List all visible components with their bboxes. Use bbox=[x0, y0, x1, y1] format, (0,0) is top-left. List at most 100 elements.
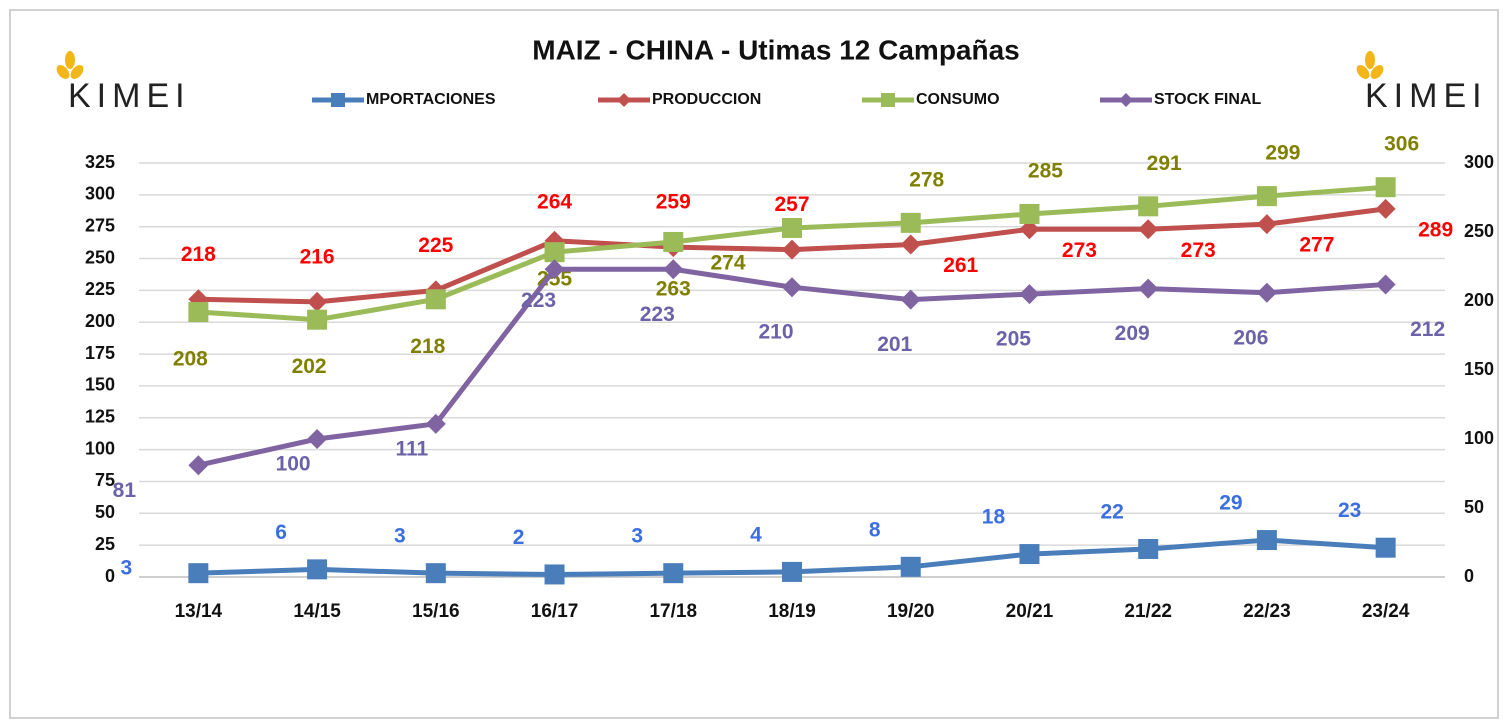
data-point bbox=[782, 561, 802, 582]
y-tick-label: 250 bbox=[85, 247, 115, 267]
data-point bbox=[307, 559, 328, 580]
data-label: 111 bbox=[395, 437, 428, 460]
data-point bbox=[900, 289, 921, 310]
data-point bbox=[1019, 219, 1040, 240]
x-tick-label: 22/23 bbox=[1243, 601, 1291, 622]
legend-label: CONSUMO bbox=[916, 91, 1000, 108]
data-point bbox=[307, 309, 328, 330]
data-point bbox=[425, 289, 446, 310]
logo-text: KIMEI bbox=[68, 77, 191, 115]
data-point bbox=[1138, 196, 1159, 217]
data-label: 209 bbox=[1115, 322, 1150, 345]
data-label: 273 bbox=[1062, 239, 1097, 262]
y2-tick-label: 250 bbox=[1464, 221, 1494, 241]
y-tick-label: 25 bbox=[95, 534, 115, 554]
y-tick-label: 200 bbox=[85, 311, 115, 331]
data-point bbox=[544, 242, 565, 263]
data-label: 3 bbox=[121, 557, 133, 580]
data-point bbox=[1375, 177, 1396, 198]
legend-label: MPORTACIONES bbox=[366, 91, 496, 108]
data-point bbox=[1138, 219, 1159, 240]
chart-border bbox=[9, 9, 1499, 719]
legend-marker bbox=[881, 93, 895, 107]
data-label: 306 bbox=[1384, 133, 1419, 156]
data-label: 261 bbox=[943, 254, 978, 277]
data-label: 6 bbox=[275, 521, 287, 544]
data-point bbox=[1019, 544, 1040, 565]
logo-icon bbox=[1356, 51, 1384, 79]
data-label: 257 bbox=[774, 193, 809, 216]
data-label: 264 bbox=[537, 190, 572, 213]
data-label: 212 bbox=[1410, 318, 1445, 341]
y2-tick-label: 300 bbox=[1464, 152, 1494, 172]
data-point bbox=[1256, 530, 1277, 551]
y2-tick-label: 200 bbox=[1464, 290, 1494, 310]
data-label: 218 bbox=[181, 243, 216, 266]
y2-tick-label: 0 bbox=[1464, 566, 1474, 586]
data-point bbox=[1138, 538, 1159, 559]
y-tick-label: 300 bbox=[85, 184, 115, 204]
x-tick-label: 18/19 bbox=[768, 601, 816, 622]
data-label: 218 bbox=[410, 335, 445, 358]
data-label: 277 bbox=[1299, 234, 1334, 257]
data-label: 225 bbox=[418, 234, 453, 257]
data-point bbox=[1138, 278, 1159, 299]
data-label: 223 bbox=[640, 303, 675, 326]
data-label: 299 bbox=[1265, 142, 1300, 165]
data-label: 285 bbox=[1028, 160, 1063, 183]
y-tick-label: 50 bbox=[95, 502, 115, 522]
data-label: 274 bbox=[710, 252, 745, 275]
data-label: 23 bbox=[1338, 499, 1361, 522]
data-label: 273 bbox=[1181, 239, 1216, 262]
y2-tick-label: 100 bbox=[1464, 428, 1494, 448]
data-point bbox=[425, 413, 446, 434]
data-point bbox=[544, 564, 565, 585]
data-point bbox=[1375, 198, 1396, 219]
data-point bbox=[900, 234, 921, 255]
data-label: 208 bbox=[173, 348, 208, 371]
data-label: 81 bbox=[113, 479, 137, 502]
y2-tick-label: 150 bbox=[1464, 359, 1494, 379]
legend-marker bbox=[617, 93, 631, 107]
data-point bbox=[1019, 203, 1040, 224]
y-tick-label: 175 bbox=[85, 343, 115, 363]
data-label: 223 bbox=[521, 289, 556, 312]
data-point bbox=[1256, 214, 1277, 235]
data-point bbox=[782, 217, 802, 238]
data-point bbox=[188, 563, 209, 584]
data-point bbox=[663, 563, 684, 584]
data-label: 291 bbox=[1147, 152, 1182, 175]
logo-text: KIMEI bbox=[1365, 77, 1488, 115]
data-point bbox=[900, 212, 921, 233]
data-label: 210 bbox=[758, 321, 793, 344]
chart-title: MAIZ - CHINA - Utimas 12 Campañas bbox=[532, 34, 1020, 65]
data-point bbox=[782, 239, 802, 260]
x-tick-label: 16/17 bbox=[531, 601, 579, 622]
data-point bbox=[663, 259, 684, 280]
data-point bbox=[425, 563, 446, 584]
data-point bbox=[782, 277, 802, 298]
data-label: 100 bbox=[276, 453, 311, 476]
x-tick-label: 23/24 bbox=[1362, 601, 1410, 622]
y-tick-label: 150 bbox=[85, 375, 115, 395]
legend-marker bbox=[331, 93, 345, 107]
x-tick-label: 19/20 bbox=[887, 601, 935, 622]
data-point bbox=[188, 302, 209, 323]
legend-label: STOCK FINAL bbox=[1154, 91, 1261, 108]
logo-icon bbox=[56, 51, 84, 79]
data-label: 4 bbox=[750, 523, 762, 546]
data-point bbox=[1256, 282, 1277, 303]
data-label: 255 bbox=[537, 268, 572, 291]
data-label: 8 bbox=[869, 518, 881, 541]
data-label: 29 bbox=[1219, 492, 1242, 515]
y-tick-label: 0 bbox=[105, 566, 115, 586]
data-point bbox=[1256, 186, 1277, 207]
data-label: 216 bbox=[300, 245, 335, 268]
data-point bbox=[1375, 537, 1396, 558]
x-tick-label: 13/14 bbox=[175, 601, 223, 622]
data-label: 206 bbox=[1233, 326, 1268, 349]
data-label: 263 bbox=[656, 278, 691, 301]
y-tick-label: 125 bbox=[85, 407, 115, 427]
y2-tick-label: 50 bbox=[1464, 497, 1484, 517]
